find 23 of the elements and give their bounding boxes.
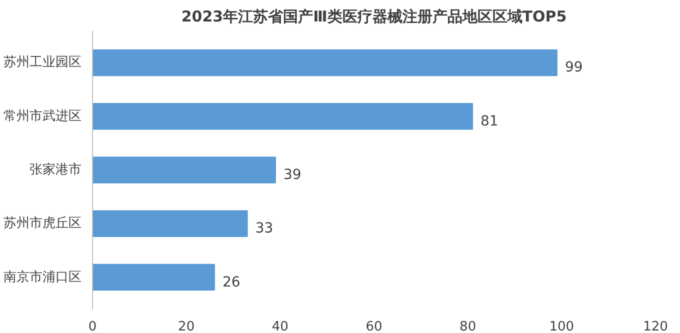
bar [92,49,558,76]
data-label: 81 [480,113,498,130]
x-tick-label: 60 [366,320,382,333]
x-tick-label: 40 [272,320,288,333]
y-tick-label: 张家港市 [30,162,82,178]
x-tick-label: 120 [643,320,668,333]
y-tick-label: 苏州市虎丘区 [4,216,82,232]
y-tick-label: 苏州工业园区 [4,55,82,70]
x-tick-label: 100 [549,320,574,333]
x-tick-label: 80 [460,320,476,333]
x-tick-label: 0 [88,320,97,333]
chart-title: 2023年江苏省国产Ⅲ类医疗器械注册产品地区区域TOP5 [181,8,567,26]
bar [92,156,276,184]
data-label: 33 [255,220,274,237]
bar [92,210,248,238]
x-tick-label: 20 [178,320,195,333]
y-tick-label: 常州市武进区 [4,108,82,124]
y-tick-label: 南京市浦口区 [4,270,82,285]
data-label: 39 [283,167,302,183]
data-label: 99 [564,60,583,76]
bar [92,264,215,291]
data-label: 26 [222,274,240,290]
bar [92,102,474,130]
